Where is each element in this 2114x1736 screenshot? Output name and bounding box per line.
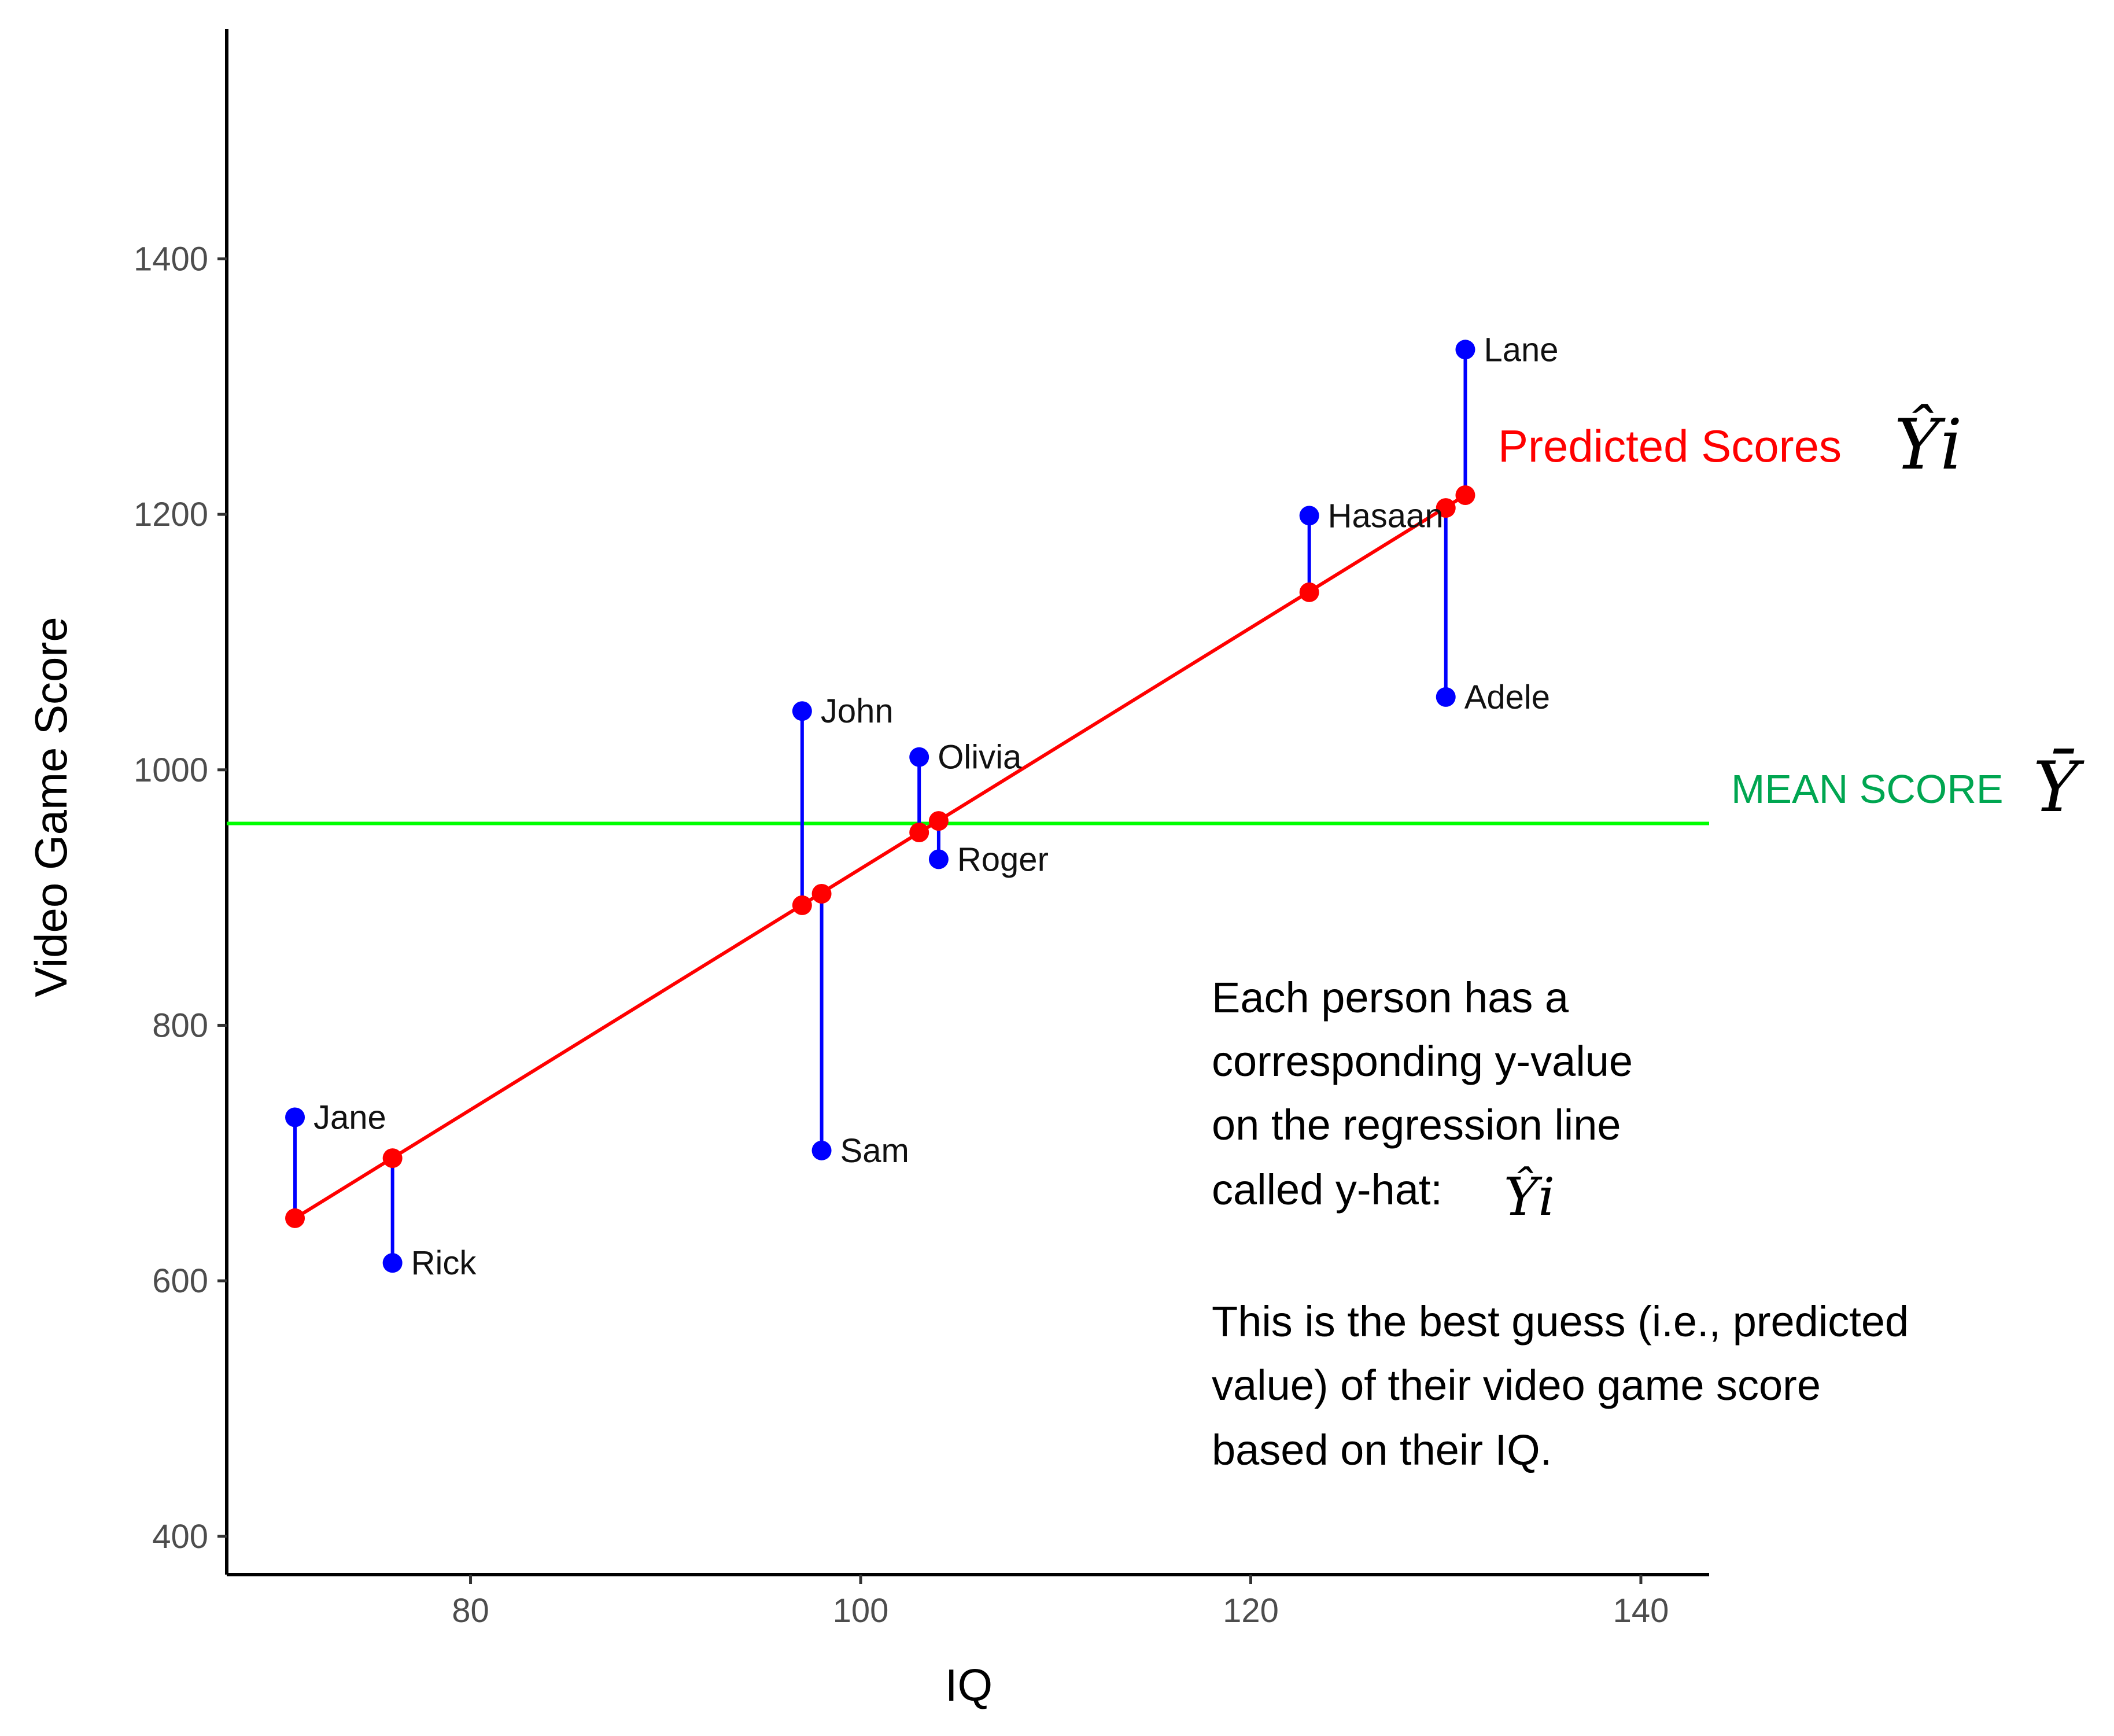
info-line-5: This is the best guess (i.e., predicted <box>1212 1298 1909 1346</box>
info-line-4-symbol: Ŷi <box>1504 1166 1555 1228</box>
y-tick-label-800: 800 <box>152 1007 208 1044</box>
observed-point-jane <box>285 1107 305 1127</box>
info-line-3: on the regression line <box>1212 1101 1621 1149</box>
point-label-lane: Lane <box>1484 331 1558 368</box>
x-tick-label-120: 120 <box>1223 1592 1279 1630</box>
observed-points <box>285 340 1475 1273</box>
info-text-block: Each person has a corresponding y-value … <box>1212 974 1909 1474</box>
y-tick-label-400: 400 <box>152 1518 208 1556</box>
predicted-point-adele <box>1436 498 1456 518</box>
predicted-scores-text: Predicted Scores <box>1498 421 1842 471</box>
predicted-point-jane <box>285 1208 305 1228</box>
y-axis-title: Video Game Score <box>25 617 76 997</box>
observed-point-hasaan <box>1299 506 1319 526</box>
x-axis-title: IQ <box>945 1660 993 1711</box>
predicted-points <box>285 485 1475 1228</box>
x-tick-label-80: 80 <box>452 1592 489 1630</box>
observed-point-sam <box>811 1140 832 1160</box>
point-label-rick: Rick <box>411 1244 477 1282</box>
predicted-scores-label: Predicted Scores <box>1498 421 1842 471</box>
info-line-2: corresponding y-value <box>1212 1037 1633 1085</box>
mean-score-symbol: Ȳ <box>2033 747 2085 828</box>
predicted-scores-symbol: Ŷi <box>1894 404 1962 485</box>
y-tick-label-1400: 1400 <box>134 240 208 278</box>
observed-point-lane <box>1455 340 1475 360</box>
y-tick-label-600: 600 <box>152 1262 208 1300</box>
point-label-hasaan: Hasaan <box>1328 497 1444 535</box>
x-tick-label-140: 140 <box>1613 1592 1669 1630</box>
point-label-jane: Jane <box>313 1099 386 1136</box>
x-tick-label-100: 100 <box>833 1592 889 1630</box>
residual-arrows <box>293 349 1467 1263</box>
info-line-4: called y-hat: <box>1212 1166 1442 1214</box>
info-line-7: based on their IQ. <box>1212 1426 1552 1474</box>
y-ticks: 400 600 800 1000 1200 1400 <box>134 240 227 1556</box>
info-line-1: Each person has a <box>1212 974 1569 1022</box>
mean-score-label: MEAN SCORE <box>1731 766 2004 812</box>
observed-point-rick <box>382 1253 403 1273</box>
y-tick-label-1000: 1000 <box>134 751 208 789</box>
point-labels: Jane Rick John Sam Olivia Roger Hasaan Adele Lan… <box>313 331 1558 1282</box>
observed-point-roger <box>928 849 949 869</box>
info-line-6: value) of their video game score <box>1212 1361 1821 1409</box>
predicted-point-sam <box>811 883 832 904</box>
point-label-olivia: Olivia <box>938 739 1022 776</box>
predicted-point-roger <box>928 811 949 831</box>
observed-point-john <box>792 701 812 721</box>
observed-point-adele <box>1436 687 1456 707</box>
point-label-adele: Adele <box>1464 679 1550 716</box>
regression-line <box>294 493 1467 1220</box>
predicted-point-john <box>792 895 812 915</box>
predicted-point-hasaan <box>1299 582 1319 602</box>
observed-point-olivia <box>909 747 929 767</box>
predicted-point-lane <box>1455 485 1475 506</box>
y-tick-label-1200: 1200 <box>134 496 208 533</box>
point-label-sam: Sam <box>840 1132 909 1170</box>
predicted-point-olivia <box>909 822 929 842</box>
point-label-john: John <box>821 692 894 730</box>
x-ticks: 80 100 120 140 <box>452 1575 1669 1630</box>
point-label-roger: Roger <box>957 841 1049 878</box>
predicted-point-rick <box>382 1148 403 1169</box>
